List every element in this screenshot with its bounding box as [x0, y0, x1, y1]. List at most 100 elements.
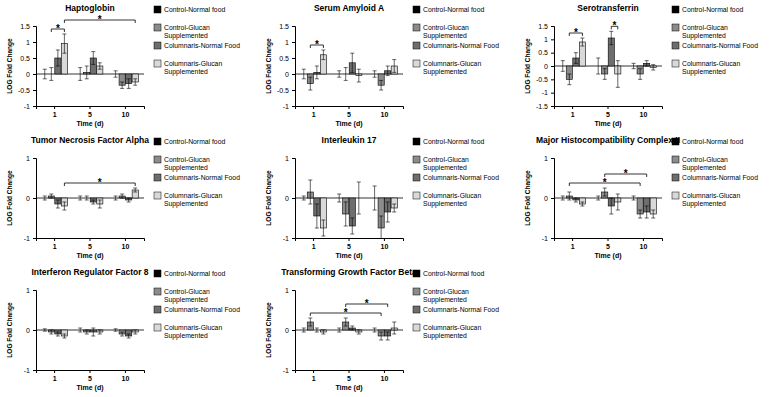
error-bar [645, 206, 649, 218]
error-bar [350, 53, 354, 72]
error-bar [350, 218, 354, 234]
error-bar [638, 69, 642, 80]
y-tick: 1.5 [279, 23, 295, 30]
error-bar-line [91, 200, 95, 204]
y-tick-mark [551, 39, 554, 40]
y-tick-mark [551, 26, 554, 27]
error-bar-line [85, 196, 89, 200]
x-tick-label: 5 [88, 111, 92, 118]
error-bar [85, 66, 89, 79]
x-tick: 10 [381, 370, 389, 382]
y-tick: -1 [24, 235, 36, 242]
error-bar-line [49, 68, 53, 81]
x-axis-line [296, 371, 404, 374]
marks [302, 318, 398, 340]
legend-entry: Control-GlucanSupplemented [672, 156, 728, 172]
y-tick: 1.5 [538, 23, 554, 30]
error-bar [321, 330, 325, 334]
x-tick: 10 [640, 106, 648, 118]
significance-label: * [98, 14, 102, 25]
error-bar-line [78, 196, 82, 200]
y-tick-mark [551, 198, 554, 199]
significance-label: * [574, 27, 578, 38]
error-bar-line [56, 332, 60, 336]
error-bar [357, 182, 361, 214]
legend-entry: Control-Normal food [413, 6, 484, 13]
error-bar [62, 202, 66, 210]
error-bar-line [651, 210, 655, 218]
error-bar [315, 204, 319, 228]
error-bar [56, 332, 60, 336]
x-axis-line [555, 107, 663, 110]
x-tick-label: 5 [606, 243, 610, 250]
x-axis-line [296, 107, 404, 110]
error-bar [133, 330, 137, 334]
error-bar [603, 188, 607, 196]
legend-entry: Columnaris-GlucanSupplemented [154, 324, 222, 340]
legend-entry: Columnaris-GlucanSupplemented [413, 60, 481, 76]
legend-entry: Columnaris-GlucanSupplemented [672, 192, 740, 208]
error-bar [337, 328, 341, 332]
x-tick-mark [125, 238, 126, 241]
error-bar-line [350, 326, 354, 330]
x-tick-label: 10 [381, 375, 389, 382]
error-bar-line [350, 53, 354, 72]
y-tick-mark [33, 158, 36, 159]
error-bar-line [302, 69, 306, 79]
x-tick: 1 [312, 370, 316, 382]
error-bar [98, 63, 102, 69]
error-bar-line [386, 66, 390, 76]
legend-label: Control-Normal food [423, 6, 484, 13]
y-tick-label: -1 [542, 89, 548, 96]
error-bar-line [596, 196, 600, 200]
x-tick-label: 1 [53, 243, 57, 250]
y-tick: -1.5 [536, 103, 554, 110]
error-bar-line [114, 196, 118, 200]
error-bar-line [78, 328, 82, 332]
x-axis-line [37, 371, 145, 374]
y-tick: 1 [285, 39, 295, 46]
error-bar [344, 202, 348, 226]
y-tick: -1 [24, 367, 36, 374]
legend-label: Columnaris-GlucanSupplemented [423, 192, 481, 208]
error-bar-line [350, 218, 354, 234]
error-bar [386, 66, 390, 76]
x-tick-label: 10 [122, 243, 130, 250]
error-bar-line [567, 74, 571, 85]
error-bar [574, 198, 578, 202]
y-tick-label: -1 [283, 235, 289, 242]
series [320, 50, 397, 82]
legend-swatch [672, 192, 679, 199]
y-tick-mark [33, 26, 36, 27]
y-axis: -101 [24, 155, 37, 242]
y-tick: 0 [285, 71, 295, 78]
x-tick: 10 [122, 106, 130, 118]
legend-swatch [672, 6, 679, 13]
error-bar-line [574, 198, 578, 202]
series [579, 38, 656, 87]
x-tick-mark [313, 370, 314, 373]
error-bar-line [43, 196, 47, 200]
legend-label: Columnaris-Normal Food [423, 174, 499, 181]
legend-swatch [413, 174, 420, 181]
error-bar [98, 330, 102, 334]
series [61, 330, 138, 338]
x-tick: 5 [88, 106, 92, 118]
legend-label: Columnaris-Normal Food [164, 174, 240, 181]
legend-swatch [154, 24, 161, 31]
legend-label: Control-Normal food [164, 6, 225, 13]
legend-swatch [154, 306, 161, 313]
legend-swatch [672, 138, 679, 145]
error-bar [49, 68, 53, 81]
x-tick-mark [572, 106, 573, 109]
error-bar [114, 196, 118, 200]
x-tick-mark [313, 106, 314, 109]
legend-swatch [413, 270, 420, 277]
error-bar [127, 198, 131, 202]
legend-entry: Columnaris-GlucanSupplemented [413, 324, 481, 340]
error-bar-line [357, 69, 361, 82]
legend-entry: Columnaris-Normal Food [413, 174, 499, 181]
panel: Interleukin 17-1011510Time (d)LOG Fold C… [265, 135, 499, 260]
error-bar-line [616, 61, 620, 88]
chart-title: Interleukin 17 [322, 135, 377, 145]
